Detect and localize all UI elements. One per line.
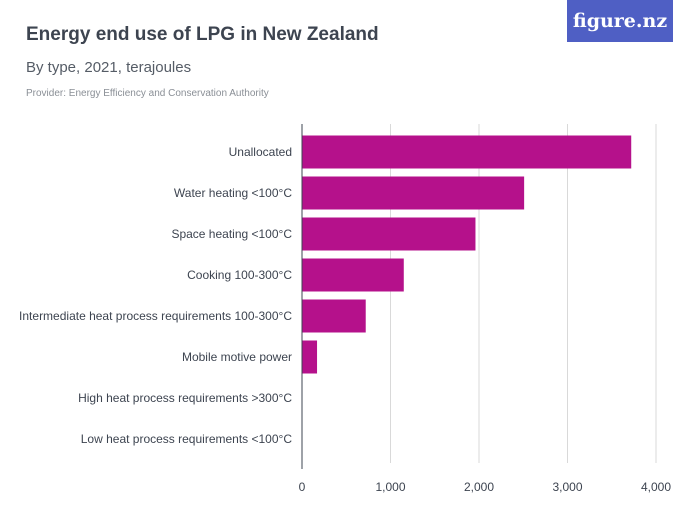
figure-nz-logo[interactable]: figure.nz — [567, 0, 673, 42]
category-label: Mobile motive power — [182, 350, 292, 364]
category-label: Cooking 100-300°C — [187, 268, 292, 282]
category-label: High heat process requirements >300°C — [78, 391, 292, 405]
category-label: Intermediate heat process requirements 1… — [19, 309, 292, 323]
category-label: Space heating <100°C — [171, 227, 292, 241]
chart-title: Energy end use of LPG in New Zealand — [26, 24, 379, 45]
x-tick-label: 3,000 — [552, 480, 582, 494]
chart-subtitle: By type, 2021, terajoules — [26, 59, 192, 76]
bar — [302, 340, 318, 374]
bar — [302, 299, 366, 333]
bar — [302, 176, 525, 210]
category-label: Unallocated — [229, 145, 292, 159]
x-tick-label: 1,000 — [375, 480, 405, 494]
bar — [302, 258, 404, 292]
bar — [302, 217, 476, 251]
category-label: Water heating <100°C — [174, 186, 292, 200]
x-tick-label: 0 — [299, 480, 306, 494]
bar — [302, 135, 632, 169]
x-tick-label: 2,000 — [464, 480, 494, 494]
category-label: Low heat process requirements <100°C — [81, 432, 293, 446]
x-tick-label: 4,000 — [641, 480, 671, 494]
provider-note: Provider: Energy Efficiency and Conserva… — [26, 88, 269, 99]
